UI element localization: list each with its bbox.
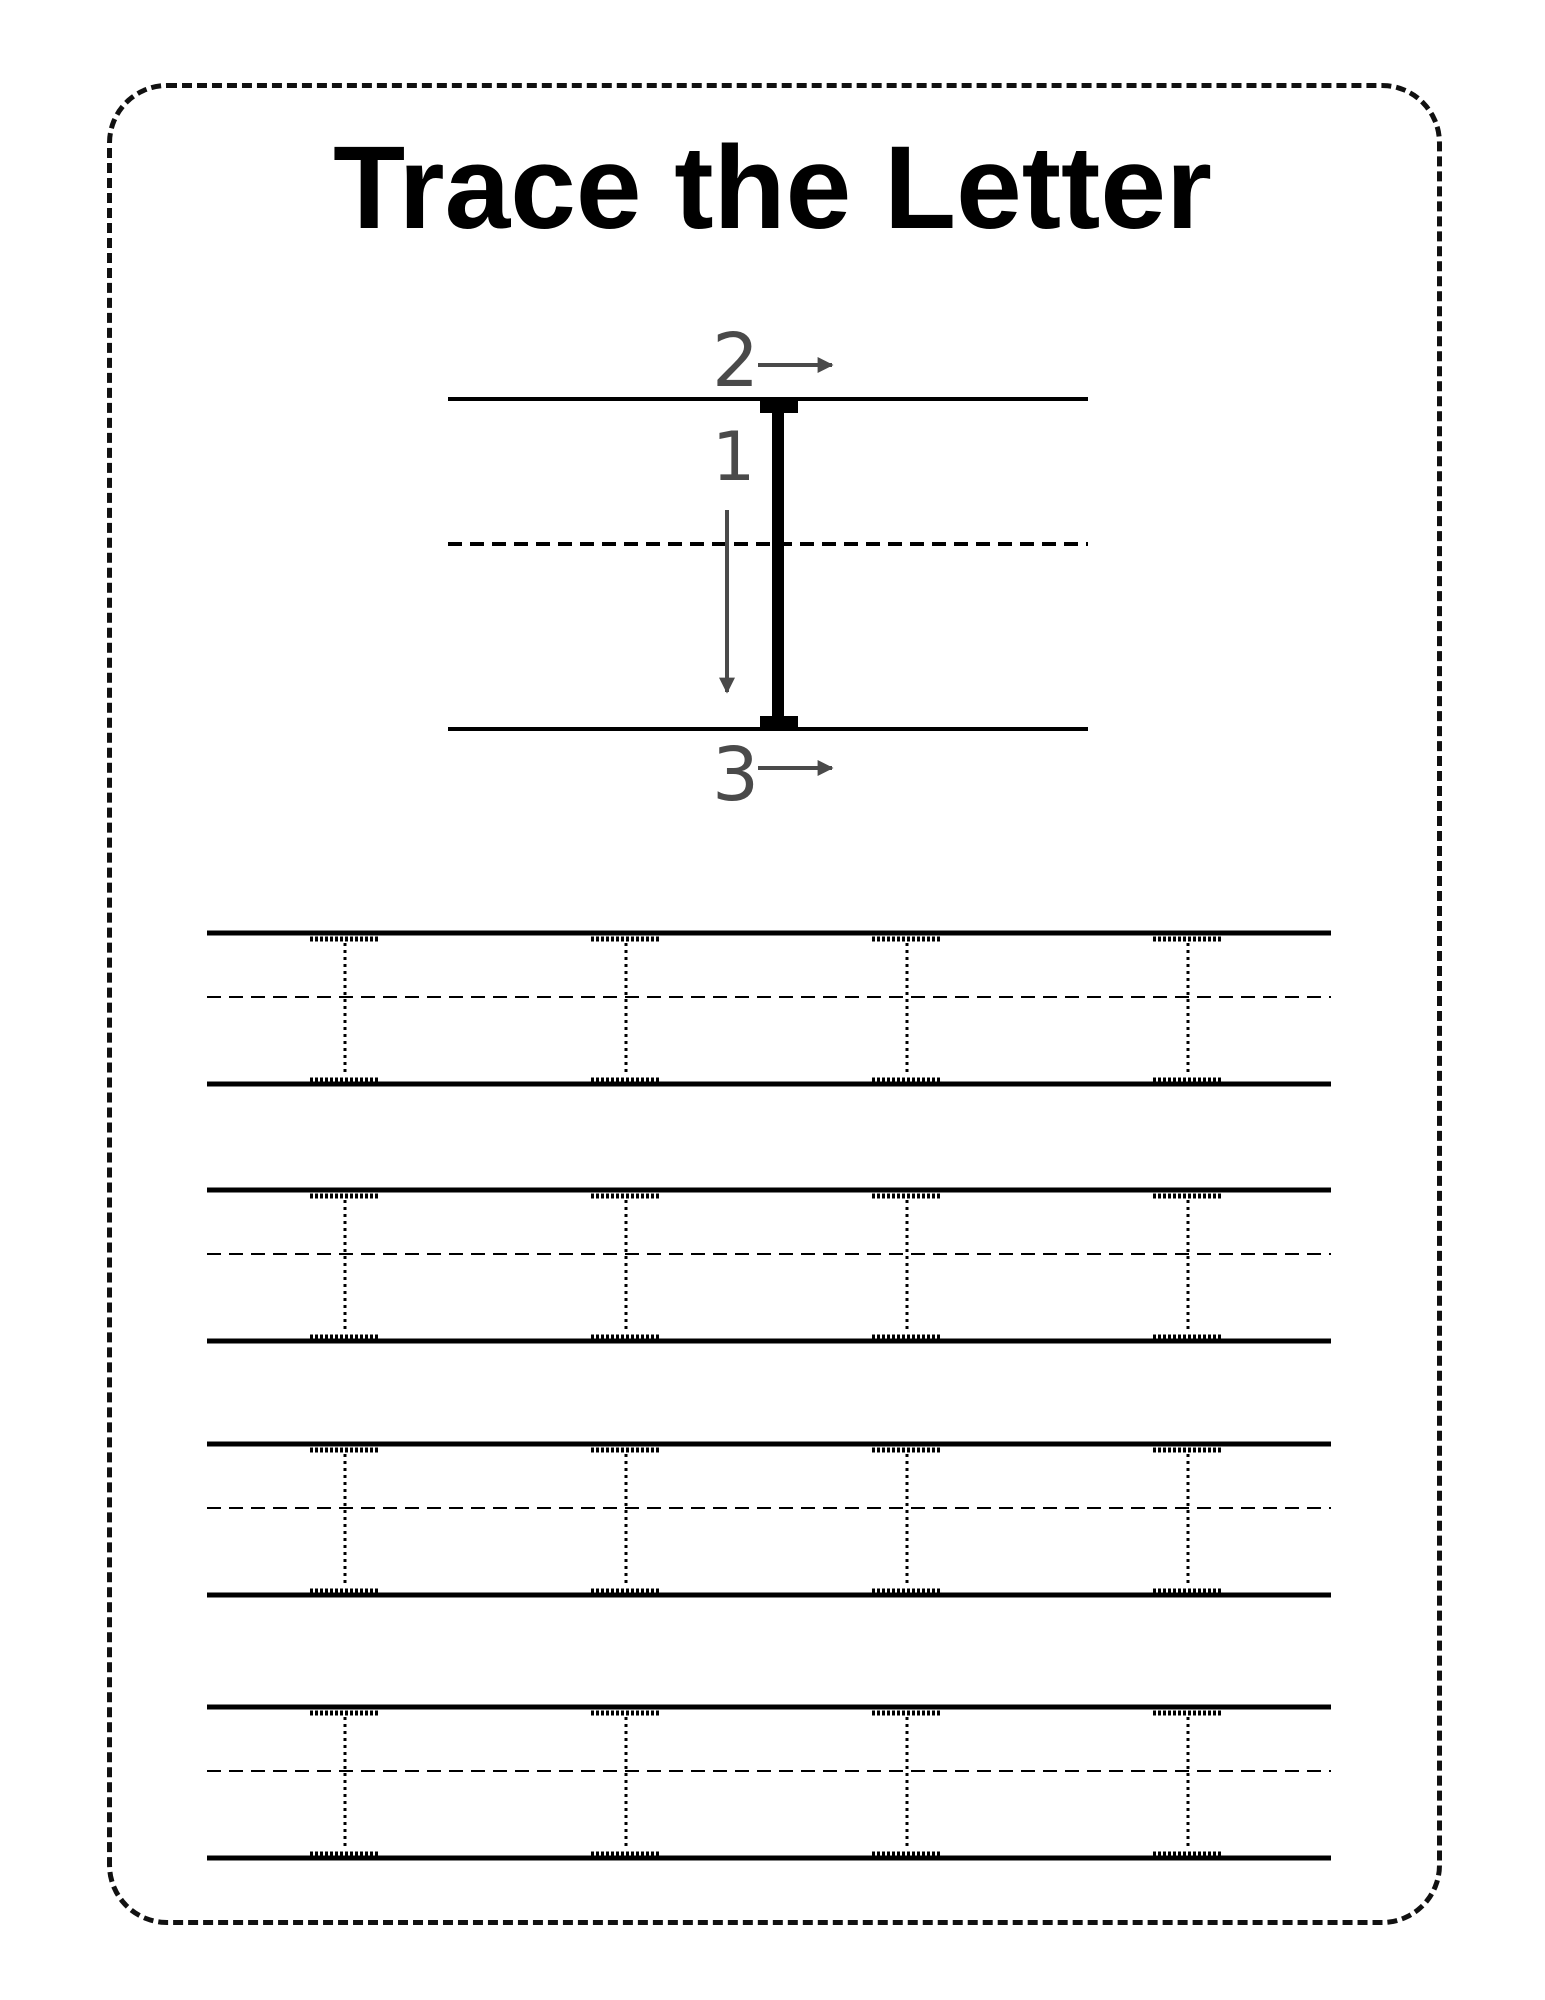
stroke-number-1: 1 — [712, 418, 755, 497]
dotted-letter-I — [591, 1710, 661, 1857]
demo-letter-I — [760, 399, 798, 730]
dotted-letter-I — [310, 936, 380, 1083]
dotted-letter-I — [591, 936, 661, 1083]
dotted-letter-I — [1153, 1710, 1223, 1857]
dotted-letter-I — [1153, 1447, 1223, 1594]
dotted-letter-I — [310, 1710, 380, 1857]
practice-row — [207, 1704, 1331, 1861]
dotted-letter-I — [1153, 1193, 1223, 1340]
dotted-letter-I — [591, 1447, 661, 1594]
dotted-letter-I — [591, 1193, 661, 1340]
dotted-letter-I — [872, 1447, 942, 1594]
stroke-number-3: 3 — [712, 732, 759, 818]
demo-letter-guide: 2 1 3 — [448, 318, 1088, 818]
dotted-letter-I — [1153, 936, 1223, 1083]
practice-row — [207, 1441, 1331, 1598]
stroke-number-2: 2 — [712, 318, 759, 404]
dotted-letter-I — [310, 1447, 380, 1594]
practice-row — [207, 930, 1331, 1087]
dotted-letter-I — [310, 1193, 380, 1340]
dotted-letter-I — [872, 1193, 942, 1340]
worksheet-border — [107, 83, 1442, 1925]
dotted-letter-I — [872, 1710, 942, 1857]
page-title: Trace the Letter — [333, 122, 1212, 254]
practice-row — [207, 1187, 1331, 1344]
practice-rows — [207, 930, 1331, 1861]
dotted-letter-I — [872, 936, 942, 1083]
